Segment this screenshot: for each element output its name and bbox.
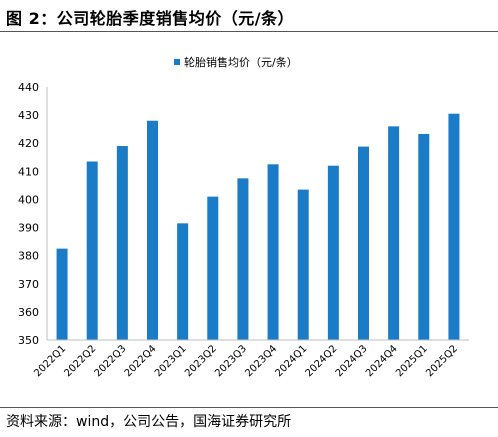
y-tick-label: 390 [18,222,39,235]
figure-title: 图 2：公司轮胎季度销售均价（元/条） [6,9,295,28]
bar [418,133,430,340]
bar [327,165,339,340]
x-tick-label: 2023Q1 [153,343,189,379]
x-tick-label: 2025Q2 [424,343,460,379]
x-tick-label: 2024Q3 [334,343,370,379]
source-divider [0,407,498,408]
bar [448,113,460,340]
x-tick-label: 2024Q4 [364,343,400,379]
y-tick-label: 370 [18,278,39,291]
legend: 轮胎销售均价（元/条） [174,55,298,69]
x-tick-label: 2022Q3 [93,343,129,379]
x-tick-label: 2023Q3 [213,343,249,379]
legend-label: 轮胎销售均价（元/条） [184,55,298,69]
x-tick-label: 2022Q1 [32,343,68,379]
y-tick-label: 400 [18,193,39,206]
source-note: 资料来源：wind，公司公告，国海证券研究所 [6,414,292,430]
legend-swatch [174,59,180,65]
bar [297,189,309,340]
bar [56,248,68,340]
y-tick-label: 420 [18,137,39,150]
bar [267,164,279,340]
bar [237,178,249,340]
y-tick-label: 350 [18,334,39,347]
bar [207,196,219,340]
x-tick-label: 2024Q2 [304,343,340,379]
x-tick-label: 2023Q2 [183,343,219,379]
bar [116,146,128,340]
bar [177,223,189,340]
bar-chart: 轮胎销售均价（元/条） 350 360 370 380 390 400 410 420 430 44… [18,55,469,379]
x-tick-label: 2024Q1 [273,343,309,379]
bar [388,126,400,340]
bar [86,161,98,340]
x-tick-label: 2025Q1 [394,343,430,379]
bar [147,120,158,340]
y-tick-label: 410 [18,165,39,178]
x-tick-label: 2022Q2 [62,343,98,379]
title-divider [0,31,498,32]
bar [358,146,369,340]
y-tick-label: 360 [18,306,39,319]
y-tick-label: 430 [18,109,39,122]
y-tick-label: 440 [18,81,39,94]
x-tick-label: 2023Q4 [243,343,279,379]
x-tick-label: 2022Q4 [123,343,159,379]
y-tick-label: 380 [18,250,39,263]
